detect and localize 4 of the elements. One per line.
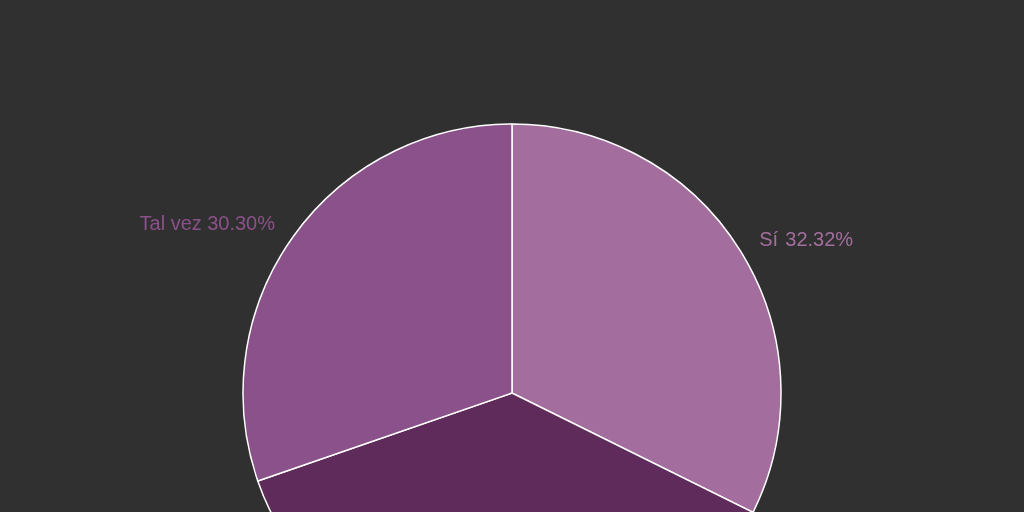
- data-label: 32.32%: [785, 227, 854, 250]
- data-label: 30.30%: [207, 212, 276, 235]
- slice-label: Tal vez: [139, 212, 202, 235]
- slice-label: Sí: [759, 227, 779, 250]
